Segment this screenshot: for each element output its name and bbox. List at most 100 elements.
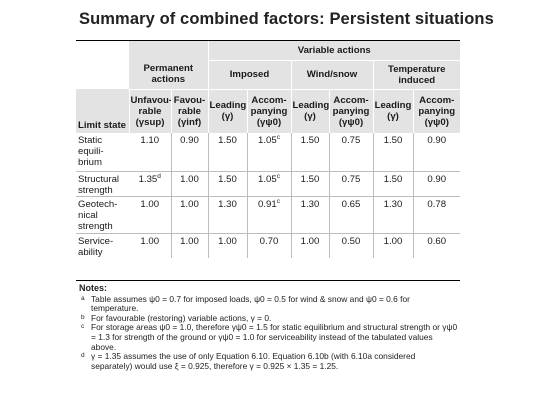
table-row-serviceability: Service- ability 1.00 1.00 1.00 0.70 1.00 0.50… [76, 232, 460, 258]
blank-header-cell [76, 60, 129, 89]
note-mark: a [81, 294, 85, 302]
leading-label: Leading [292, 100, 330, 112]
wind-accompanying-header: Accom- panying (γψ0) [328, 88, 373, 133]
table-cell: 0.65 [328, 195, 373, 233]
limit-state-header: Limit state [76, 89, 129, 133]
imposed-accompanying-header: Accom- panying (γψ0) [246, 88, 291, 133]
table-cell: 0.70 [246, 232, 291, 258]
cell-value: 1.35 [138, 173, 158, 185]
table-cell: 1.05c [246, 170, 291, 196]
table-cell: 0.90 [412, 170, 460, 196]
favourable-label: Favou- rable [173, 94, 206, 117]
blank-header-cell [76, 41, 129, 60]
wind-leading-header: Leading (γ) [290, 88, 330, 133]
table-cell: 0.60 [412, 232, 460, 258]
leading-symbol: (γ) [387, 111, 399, 123]
favourable-symbol: (γinf) [177, 116, 202, 128]
cell-value: 0.91 [258, 198, 277, 210]
note-item: d γ = 1.35 assumes the use of only Equati… [79, 351, 459, 371]
table-cell: 0.90 [412, 133, 460, 171]
cell-value: 1.00 [180, 235, 199, 247]
cell-value: 1.05 [258, 173, 277, 185]
table-row-geotechnical-strength: Geotech- nical strength 1.00 1.00 1.30 0.91c… [76, 195, 460, 233]
cell-value: 1.00 [383, 235, 403, 247]
notes-section: Notes: a Table assumes ψ0 = 0.7 for impos… [79, 283, 459, 372]
row-label: Geotech- nical strength [76, 195, 129, 233]
row-label: Service- ability [76, 232, 129, 258]
cell-value: 0.90 [427, 173, 447, 185]
table-cell: 1.30 [372, 195, 413, 233]
accompanying-label: Accom- panying [332, 94, 370, 117]
table-cell: 1.00 [290, 232, 329, 258]
accompanying-symbol: (γψ0) [338, 116, 364, 128]
cell-value: 1.00 [140, 235, 160, 247]
cell-value: 1.30 [218, 198, 237, 210]
summary-table: Variable actions Permanent actions Impos… [76, 41, 460, 258]
note-item: b For favourable (restoring) variable act… [79, 313, 459, 324]
table-cell: 1.00 [170, 170, 208, 196]
notes-title: Notes: [79, 283, 108, 293]
cell-value: 1.00 [180, 173, 199, 185]
leading-symbol: (γ) [304, 111, 316, 123]
cell-value: 0.60 [427, 235, 447, 247]
cell-value: 0.65 [341, 198, 361, 210]
table-cell: 0.91c [246, 195, 291, 233]
unfavourable-label: Unfavou- rable [130, 94, 172, 117]
leading-symbol: (γ) [221, 111, 234, 123]
blank-header-cell [129, 41, 208, 60]
notes-list: a Table assumes ψ0 = 0.7 for imposed load… [79, 293, 459, 372]
table-cell: 1.50 [290, 133, 329, 171]
cell-value: 1.00 [300, 235, 320, 247]
unfavourable-header: Unfavou- rable (γsup) [128, 88, 172, 133]
wind-snow-header: Wind/snow [290, 59, 373, 89]
note-text: γ = 1.35 assumes the use of only Equatio… [91, 351, 416, 371]
footnote-ref: c [276, 133, 280, 141]
cell-value: 1.00 [218, 235, 237, 247]
cell-value: 1.50 [383, 173, 403, 185]
accompanying-label: Accom- panying [250, 94, 288, 117]
table-cell: 0.50 [328, 232, 373, 258]
note-mark: b [81, 313, 85, 321]
favourable-header: Favou- rable (γinf) [170, 88, 208, 133]
cell-value: 1.50 [300, 173, 320, 185]
variable-actions-header: Variable actions [207, 41, 460, 60]
cell-value: 0.78 [427, 198, 447, 210]
cell-value: 0.50 [341, 235, 361, 247]
table-cell: 1.00 [170, 195, 208, 233]
note-text: For storage areas ψ0 = 1.0, therefore γψ… [91, 322, 458, 352]
note-mark: d [81, 352, 85, 360]
accompanying-label: Accom- panying [418, 94, 456, 117]
permanent-actions-header: Permanent actions [129, 60, 208, 89]
imposed-header: Imposed [207, 59, 291, 89]
accompanying-symbol: (γψ0) [424, 116, 449, 128]
footnote-ref: d [157, 172, 161, 180]
leading-label: Leading [374, 100, 412, 112]
temperature-accompanying-header: Accom- panying (γψ0) [412, 88, 460, 133]
cell-value: 1.30 [383, 198, 403, 210]
table-cell: 0.75 [328, 133, 373, 171]
note-mark: c [81, 323, 85, 331]
table-cell: 1.50 [372, 170, 413, 196]
table-cell: 1.30 [290, 195, 329, 233]
imposed-leading-header: Leading (γ) [207, 88, 247, 133]
cell-value: 0.75 [341, 135, 361, 146]
row-label: Structural strength [76, 170, 129, 196]
top-rule [76, 40, 460, 41]
table-row-static-equilibrium: Static equili- brium 1.10 0.90 1.50 1.05c 1.5… [76, 133, 460, 171]
table-cell: 1.00 [129, 195, 171, 233]
table-cell: 1.00 [207, 232, 247, 258]
table-cell: 0.78 [412, 195, 460, 233]
note-text: Table assumes ψ0 = 0.7 for imposed loads… [91, 293, 410, 314]
cell-value: 1.05 [258, 135, 277, 146]
cell-value: 1.50 [218, 135, 237, 146]
table-cell: 0.75 [328, 170, 373, 196]
cell-value: 1.10 [140, 135, 160, 146]
cell-value: 1.50 [383, 135, 403, 146]
table-cell: 1.00 [129, 232, 171, 258]
note-item: c For storage areas ψ0 = 1.0, therefore γ… [79, 323, 459, 352]
bottom-rule [76, 280, 460, 281]
cell-value: 1.30 [300, 198, 320, 210]
note-item: a Table assumes ψ0 = 0.7 for imposed load… [79, 293, 459, 314]
table-cell: 1.00 [372, 232, 413, 258]
table-cell: 1.30 [207, 195, 247, 233]
